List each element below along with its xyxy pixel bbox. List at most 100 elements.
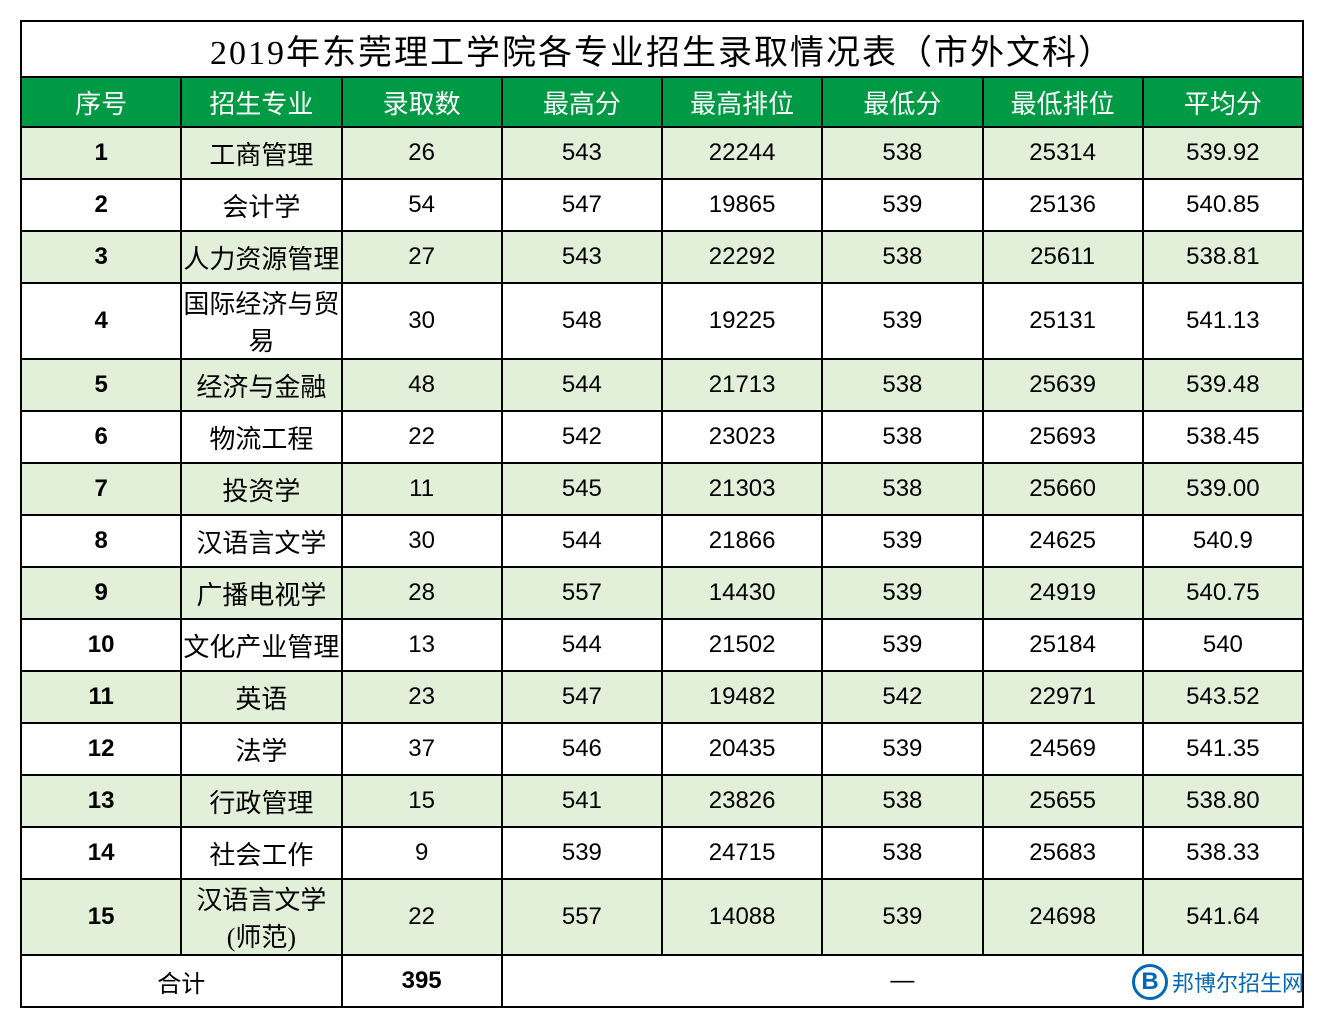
cell-max_score: 548 bbox=[502, 283, 662, 359]
cell-max_rank: 21502 bbox=[662, 619, 822, 671]
cell-major: 经济与金融 bbox=[181, 359, 341, 411]
cell-major: 广播电视学 bbox=[181, 567, 341, 619]
table-row: 5经济与金融485442171353825639539.48 bbox=[21, 359, 1303, 411]
table-row: 9广播电视学285571443053924919540.75 bbox=[21, 567, 1303, 619]
watermark-logo-icon: B bbox=[1132, 964, 1168, 1000]
cell-seq: 15 bbox=[21, 879, 181, 955]
cell-avg_score: 539.92 bbox=[1143, 127, 1303, 179]
cell-max_score: 542 bbox=[502, 411, 662, 463]
cell-min_rank: 25655 bbox=[983, 775, 1143, 827]
cell-min_rank: 22971 bbox=[983, 671, 1143, 723]
cell-seq: 10 bbox=[21, 619, 181, 671]
cell-avg_score: 540.9 bbox=[1143, 515, 1303, 567]
cell-min_score: 542 bbox=[822, 671, 982, 723]
table-row: 6物流工程225422302353825693538.45 bbox=[21, 411, 1303, 463]
cell-avg_score: 539.48 bbox=[1143, 359, 1303, 411]
cell-max_score: 539 bbox=[502, 827, 662, 879]
cell-seq: 3 bbox=[21, 231, 181, 283]
header-min_score: 最低分 bbox=[822, 77, 982, 127]
cell-min_score: 539 bbox=[822, 515, 982, 567]
cell-max_score: 557 bbox=[502, 879, 662, 955]
cell-major: 投资学 bbox=[181, 463, 341, 515]
cell-min_score: 539 bbox=[822, 283, 982, 359]
cell-min_rank: 25660 bbox=[983, 463, 1143, 515]
cell-count: 27 bbox=[342, 231, 502, 283]
cell-min_score: 539 bbox=[822, 619, 982, 671]
cell-avg_score: 541.35 bbox=[1143, 723, 1303, 775]
cell-max_score: 544 bbox=[502, 515, 662, 567]
cell-max_rank: 19225 bbox=[662, 283, 822, 359]
cell-count: 9 bbox=[342, 827, 502, 879]
cell-major: 社会工作 bbox=[181, 827, 341, 879]
cell-seq: 4 bbox=[21, 283, 181, 359]
table-row: 13行政管理155412382653825655538.80 bbox=[21, 775, 1303, 827]
cell-min_rank: 25683 bbox=[983, 827, 1143, 879]
cell-seq: 2 bbox=[21, 179, 181, 231]
header-min_rank: 最低排位 bbox=[983, 77, 1143, 127]
header-count: 录取数 bbox=[342, 77, 502, 127]
total-count: 395 bbox=[342, 955, 502, 1007]
cell-max_rank: 23023 bbox=[662, 411, 822, 463]
cell-major: 行政管理 bbox=[181, 775, 341, 827]
cell-avg_score: 539.00 bbox=[1143, 463, 1303, 515]
header-major: 招生专业 bbox=[181, 77, 341, 127]
cell-max_rank: 24715 bbox=[662, 827, 822, 879]
table-total-row: 合计395— bbox=[21, 955, 1303, 1007]
cell-max_rank: 23826 bbox=[662, 775, 822, 827]
cell-max_rank: 22292 bbox=[662, 231, 822, 283]
cell-min_rank: 25184 bbox=[983, 619, 1143, 671]
cell-major: 英语 bbox=[181, 671, 341, 723]
table-row: 8汉语言文学305442186653924625540.9 bbox=[21, 515, 1303, 567]
cell-max_rank: 21866 bbox=[662, 515, 822, 567]
header-max_score: 最高分 bbox=[502, 77, 662, 127]
cell-min_rank: 25314 bbox=[983, 127, 1143, 179]
cell-min_score: 538 bbox=[822, 411, 982, 463]
cell-max_rank: 19865 bbox=[662, 179, 822, 231]
cell-min_rank: 25131 bbox=[983, 283, 1143, 359]
cell-avg_score: 538.45 bbox=[1143, 411, 1303, 463]
table-row: 4国际经济与贸易305481922553925131541.13 bbox=[21, 283, 1303, 359]
cell-count: 22 bbox=[342, 411, 502, 463]
header-seq: 序号 bbox=[21, 77, 181, 127]
cell-max_score: 543 bbox=[502, 127, 662, 179]
table-title: 2019年东莞理工学院各专业招生录取情况表（市外文科） bbox=[21, 21, 1303, 77]
cell-major: 国际经济与贸易 bbox=[181, 283, 341, 359]
cell-max_rank: 20435 bbox=[662, 723, 822, 775]
table-row: 2会计学545471986553925136540.85 bbox=[21, 179, 1303, 231]
cell-min_score: 539 bbox=[822, 879, 982, 955]
table-header-row: 序号招生专业录取数最高分最高排位最低分最低排位平均分 bbox=[21, 77, 1303, 127]
cell-max_rank: 22244 bbox=[662, 127, 822, 179]
cell-seq: 8 bbox=[21, 515, 181, 567]
cell-min_score: 538 bbox=[822, 827, 982, 879]
cell-major: 汉语言文学 bbox=[181, 515, 341, 567]
cell-min_score: 538 bbox=[822, 359, 982, 411]
cell-max_score: 543 bbox=[502, 231, 662, 283]
cell-avg_score: 540 bbox=[1143, 619, 1303, 671]
table-body: 2019年东莞理工学院各专业招生录取情况表（市外文科）序号招生专业录取数最高分最… bbox=[21, 21, 1303, 1007]
header-avg_score: 平均分 bbox=[1143, 77, 1303, 127]
cell-min_score: 538 bbox=[822, 231, 982, 283]
cell-min_score: 539 bbox=[822, 179, 982, 231]
cell-min_rank: 24919 bbox=[983, 567, 1143, 619]
cell-count: 54 bbox=[342, 179, 502, 231]
cell-seq: 13 bbox=[21, 775, 181, 827]
cell-major: 物流工程 bbox=[181, 411, 341, 463]
cell-major: 法学 bbox=[181, 723, 341, 775]
table-row: 12法学375462043553924569541.35 bbox=[21, 723, 1303, 775]
cell-min_rank: 25136 bbox=[983, 179, 1143, 231]
table-row: 10文化产业管理135442150253925184540 bbox=[21, 619, 1303, 671]
cell-seq: 7 bbox=[21, 463, 181, 515]
cell-avg_score: 538.81 bbox=[1143, 231, 1303, 283]
cell-count: 22 bbox=[342, 879, 502, 955]
cell-max_score: 544 bbox=[502, 359, 662, 411]
cell-min_score: 538 bbox=[822, 463, 982, 515]
watermark-text: 邦博尔招生网 bbox=[1172, 966, 1304, 998]
cell-max_rank: 19482 bbox=[662, 671, 822, 723]
cell-max_score: 547 bbox=[502, 179, 662, 231]
admission-data-table-container: 2019年东莞理工学院各专业招生录取情况表（市外文科）序号招生专业录取数最高分最… bbox=[20, 20, 1304, 1008]
cell-seq: 1 bbox=[21, 127, 181, 179]
cell-min_score: 539 bbox=[822, 723, 982, 775]
cell-count: 26 bbox=[342, 127, 502, 179]
table-row: 7投资学115452130353825660539.00 bbox=[21, 463, 1303, 515]
cell-min_rank: 25611 bbox=[983, 231, 1143, 283]
